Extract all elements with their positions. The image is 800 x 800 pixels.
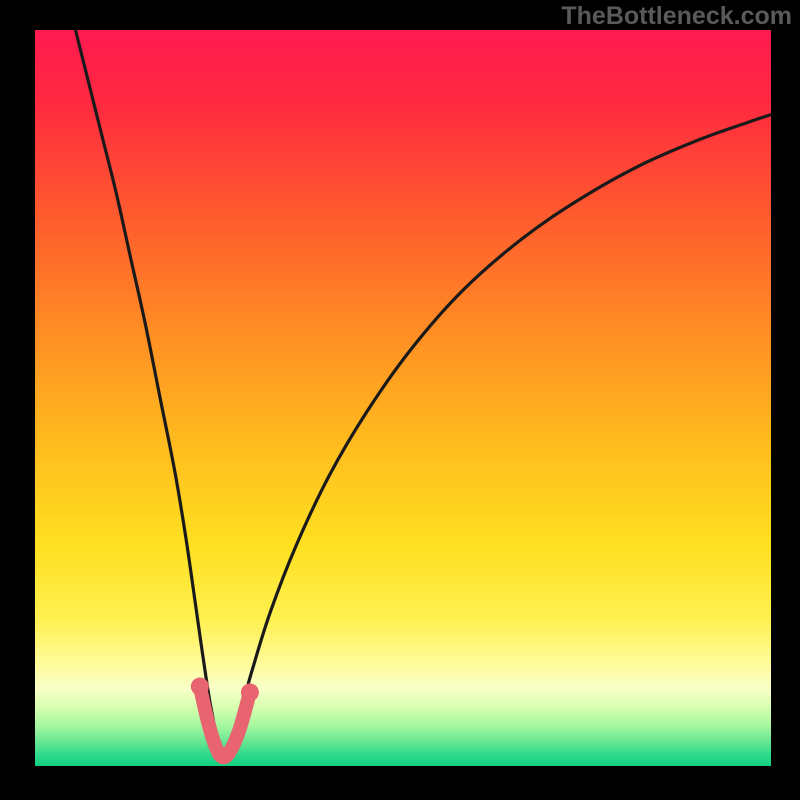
plot-area (35, 30, 771, 766)
highlight-endpoint-right (241, 683, 259, 701)
bottleneck-curve-chart (35, 30, 771, 766)
highlight-endpoint-left (191, 678, 209, 696)
watermark-text: TheBottleneck.com (561, 2, 792, 31)
bottleneck-curve (75, 30, 771, 759)
chart-frame: TheBottleneck.com (0, 0, 800, 800)
